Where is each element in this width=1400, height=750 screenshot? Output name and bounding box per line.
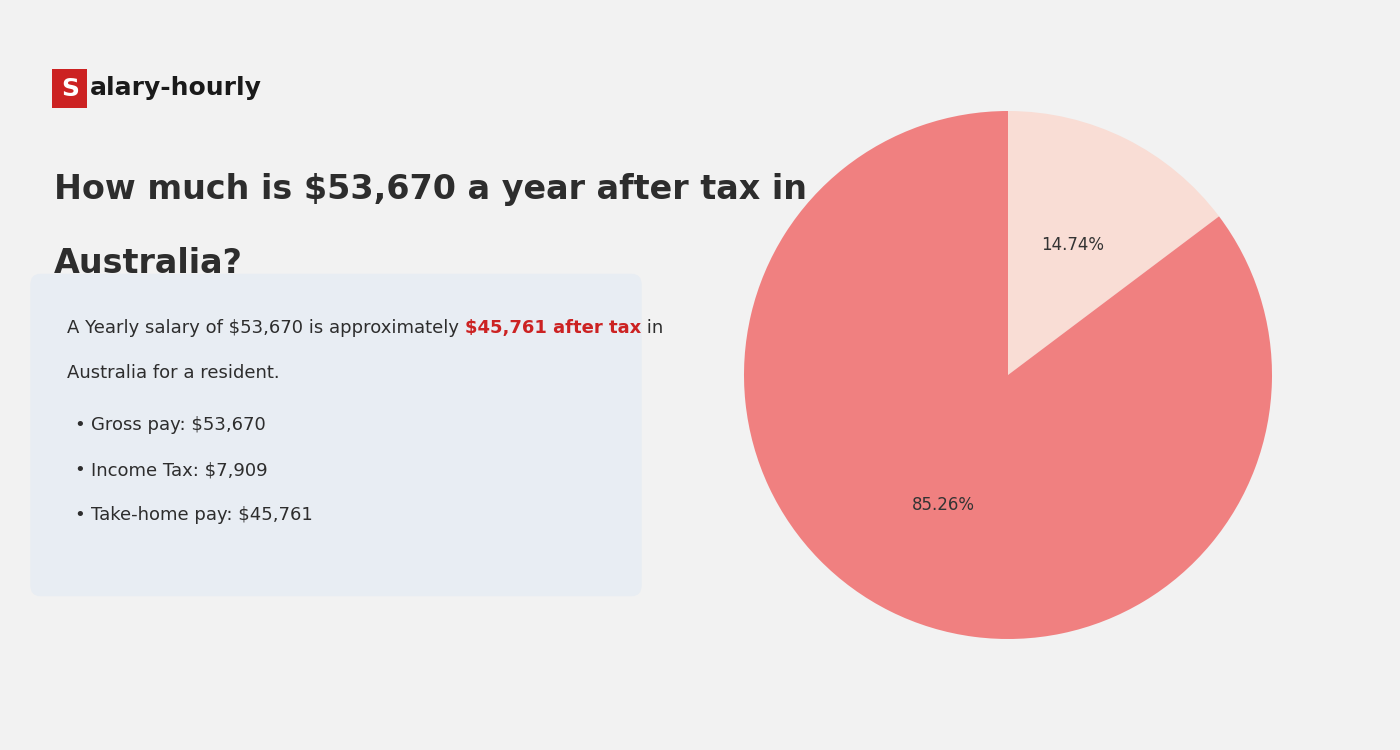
Text: $45,761 after tax: $45,761 after tax <box>465 319 641 337</box>
Legend: Income Tax, Take-home Pay: Income Tax, Take-home Pay <box>675 0 1011 4</box>
Text: S: S <box>60 76 78 101</box>
Text: Australia for a resident.: Australia for a resident. <box>67 364 280 382</box>
Text: •: • <box>74 506 84 524</box>
Text: •: • <box>74 416 84 434</box>
Text: Take-home pay: $45,761: Take-home pay: $45,761 <box>91 506 312 524</box>
Text: 14.74%: 14.74% <box>1042 236 1105 254</box>
Text: in: in <box>641 319 664 337</box>
Text: alary-hourly: alary-hourly <box>90 76 262 101</box>
Wedge shape <box>743 111 1273 639</box>
Text: •: • <box>74 461 84 479</box>
Text: 85.26%: 85.26% <box>911 496 974 514</box>
Text: Gross pay: $53,670: Gross pay: $53,670 <box>91 416 266 434</box>
FancyBboxPatch shape <box>52 69 87 108</box>
Text: Australia?: Australia? <box>53 248 242 280</box>
Wedge shape <box>1008 111 1219 375</box>
FancyBboxPatch shape <box>31 274 641 596</box>
Text: How much is $53,670 a year after tax in: How much is $53,670 a year after tax in <box>53 172 806 206</box>
Text: Income Tax: $7,909: Income Tax: $7,909 <box>91 461 267 479</box>
Text: A Yearly salary of $53,670 is approximately: A Yearly salary of $53,670 is approximat… <box>67 319 465 337</box>
